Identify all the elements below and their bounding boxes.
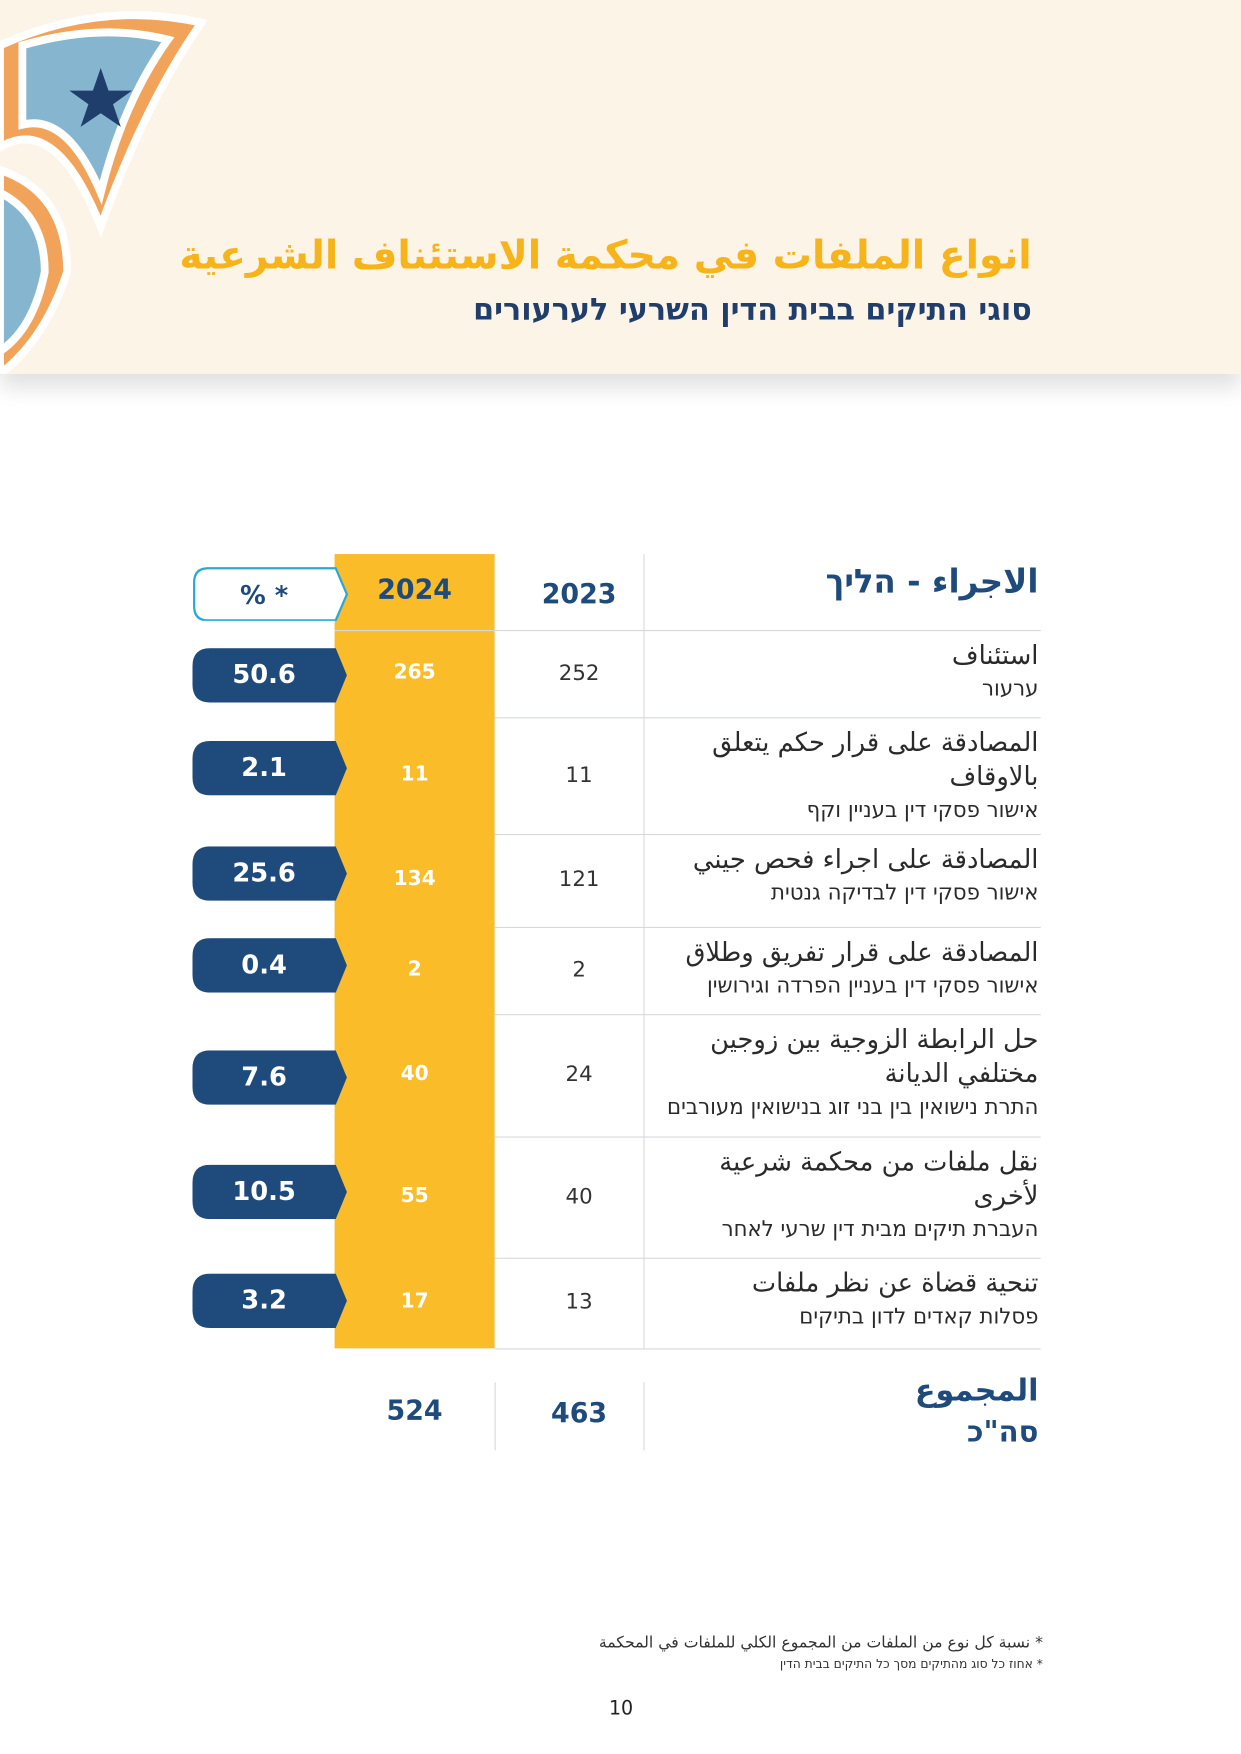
row-divider <box>494 1257 1041 1259</box>
ornament <box>0 11 209 374</box>
label-arabic: المصادقة على اجراء فحص جيني <box>692 845 1039 875</box>
pct-badge-shape <box>192 846 347 901</box>
value-2024: 134 <box>393 866 436 891</box>
value-2023: 2 <box>572 956 586 982</box>
page-number: 10 <box>608 1697 634 1721</box>
pct-header-badge <box>193 567 349 621</box>
pct-badge <box>192 938 347 993</box>
row-label: المصادقة على قرار تفريق وطلاق אישור פסקי … <box>652 936 1038 1002</box>
pct-badge <box>192 648 347 703</box>
pct-badge-shape <box>192 1164 347 1220</box>
value-2024: 40 <box>400 1061 429 1086</box>
pct-value: 3.2 <box>241 1286 287 1316</box>
pct-value: 50.6 <box>232 660 296 691</box>
column-header: % * <box>239 581 289 611</box>
pct-badge <box>192 1164 347 1220</box>
value-2024: 17 <box>400 1289 429 1314</box>
column-divider <box>494 1382 496 1451</box>
label-arabic: المصادقة على قرار حكم يتعلق بالاوقاف <box>712 728 1039 793</box>
value-2023: 11 <box>565 761 593 787</box>
pct-badge-shape <box>192 1050 347 1105</box>
column-header: 2023 <box>541 577 617 610</box>
pct-badge <box>192 1273 347 1328</box>
header-band <box>0 0 1241 374</box>
footnote: * نسبة كل نوع من الملفات من المجموع الكل… <box>598 1633 1043 1653</box>
label-arabic: تنحية قضاة عن نظر ملفات <box>751 1269 1039 1299</box>
value-2023: 40 <box>565 1183 593 1209</box>
label-arabic: المصادقة على قرار تفريق وطلاق <box>685 938 1039 968</box>
pct-badge <box>192 1050 347 1105</box>
pct-badge-shape <box>192 938 347 993</box>
pct-value: 10.5 <box>232 1177 296 1207</box>
pct-badge-shape <box>192 648 347 703</box>
row-divider <box>494 1014 1041 1016</box>
pct-badge-shape <box>192 741 347 796</box>
pct-badge <box>192 741 347 796</box>
pct-badge-shape <box>192 1273 347 1328</box>
value-2024: 11 <box>400 761 429 786</box>
column-header: الاجراء - הליך <box>825 562 1039 601</box>
column-divider <box>643 1382 645 1451</box>
label-arabic: استئناف <box>951 641 1039 671</box>
value-2023: 13 <box>565 1289 593 1315</box>
label-arabic: نقل ملفات من محكمة شرعية لأخرى <box>719 1147 1039 1212</box>
value-2024: 265 <box>393 660 436 684</box>
column-header: 2024 <box>377 573 452 606</box>
row-divider <box>334 629 1041 632</box>
column-divider <box>643 554 645 1349</box>
row-divider <box>494 833 1041 836</box>
value-2023: 121 <box>558 866 600 892</box>
label-hebrew: ערעור <box>982 676 1039 702</box>
pct-value: 0.4 <box>241 950 287 981</box>
title-hebrew: סוגי התיקים בבית הדין השרעי לערעורים <box>473 292 1032 328</box>
label-hebrew: אישור פסקי דין בעניין וקף <box>806 797 1039 823</box>
label-hebrew: התרת נישואין בין בני זוג בנישואין מעורבי… <box>666 1094 1039 1120</box>
row-divider <box>494 1348 1041 1350</box>
row-label: تنحية قضاة عن نظر ملفات פסלות קאדים לדון … <box>652 1267 1039 1333</box>
label-arabic: حل الرابطة الزوجية بين زوجين مختلفي الدي… <box>710 1025 1039 1089</box>
label-hebrew: העברת תיקים מבית דין שרעי לאחר <box>721 1216 1039 1242</box>
row-label: نقل ملفات من محكمة شرعية لأخرى העברת תיקי… <box>652 1146 1038 1246</box>
label-hebrew: אישור פסקי דין לבדיקה גנטית <box>771 880 1039 906</box>
pct-value: 2.1 <box>241 753 287 783</box>
value-2023: 24 <box>565 1061 593 1087</box>
highlight-column <box>334 554 495 1349</box>
value-2024: 2 <box>407 956 422 981</box>
row-label: المصادقة على اجراء فحص جيني אישור פסקי די… <box>652 843 1039 909</box>
title-arabic: انواع الملفات في محكمة الاستئناف الشرعية <box>179 233 1032 279</box>
footnote: * אחוז כל סוג מהתיקים מסך כל התיקים בבית… <box>779 1656 1043 1672</box>
pct-value: 7.6 <box>241 1062 287 1093</box>
total-label: סה"כ <box>967 1415 1039 1450</box>
row-divider <box>494 926 1041 928</box>
label-hebrew: פסלות קאדים לדון בתיקים <box>799 1304 1039 1330</box>
pct-badge <box>192 846 347 901</box>
row-divider <box>494 717 1041 719</box>
total-label: المجموع <box>914 1373 1039 1409</box>
pct-value: 25.6 <box>232 858 296 889</box>
total-2023: 463 <box>551 1397 608 1429</box>
value-2023: 252 <box>558 660 600 685</box>
label-hebrew: אישור פסקי דין בעניין הפרדה וגירושין <box>706 973 1039 999</box>
row-label: حل الرابطة الزوجية بين زوجين مختلفي الدي… <box>652 1023 1038 1123</box>
total-2024: 524 <box>386 1394 443 1427</box>
row-label: المصادقة على قرار حكم يتعلق بالاوقاف אישו… <box>652 726 1038 826</box>
value-2024: 55 <box>400 1183 429 1208</box>
row-label: استئناف ערעור <box>652 639 1039 705</box>
row-divider <box>494 1136 1041 1138</box>
